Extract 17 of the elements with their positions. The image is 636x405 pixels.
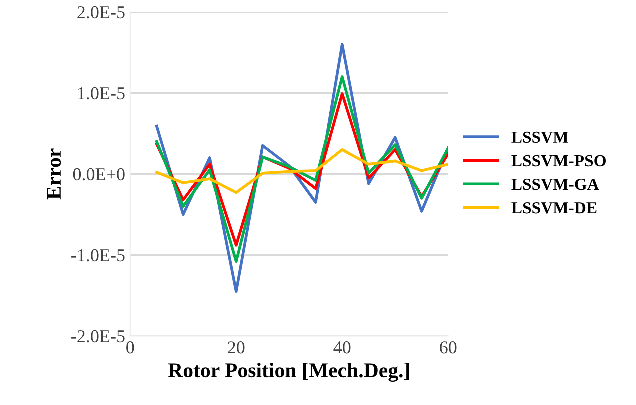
legend-label: LSSVM-GA — [512, 178, 600, 190]
y-tick-label: 0.0E+0 — [73, 168, 125, 181]
x-tick-label: 0 — [126, 342, 134, 354]
x-tick-label: 40 — [334, 342, 351, 354]
x-tick-label: 20 — [228, 342, 245, 354]
y-tick-label: -1.0E-5 — [72, 249, 125, 262]
y-tick-label: -2.0E-5 — [72, 330, 125, 343]
legend-label: LSSVM-PSO — [512, 155, 606, 167]
legend-label: LSSVM — [512, 132, 568, 144]
y-tick-label: 2.0E-5 — [78, 6, 125, 19]
line-series — [155, 76, 448, 264]
y-tick-label: 1.0E-5 — [78, 87, 125, 100]
y-axis-title: Error — [47, 148, 62, 200]
legend-label: LSSVM-DE — [512, 202, 597, 214]
line-series — [155, 148, 448, 194]
x-tick-label: 60 — [440, 342, 457, 354]
x-axis-title: Rotor Position [Mech.Deg.] — [168, 362, 410, 382]
